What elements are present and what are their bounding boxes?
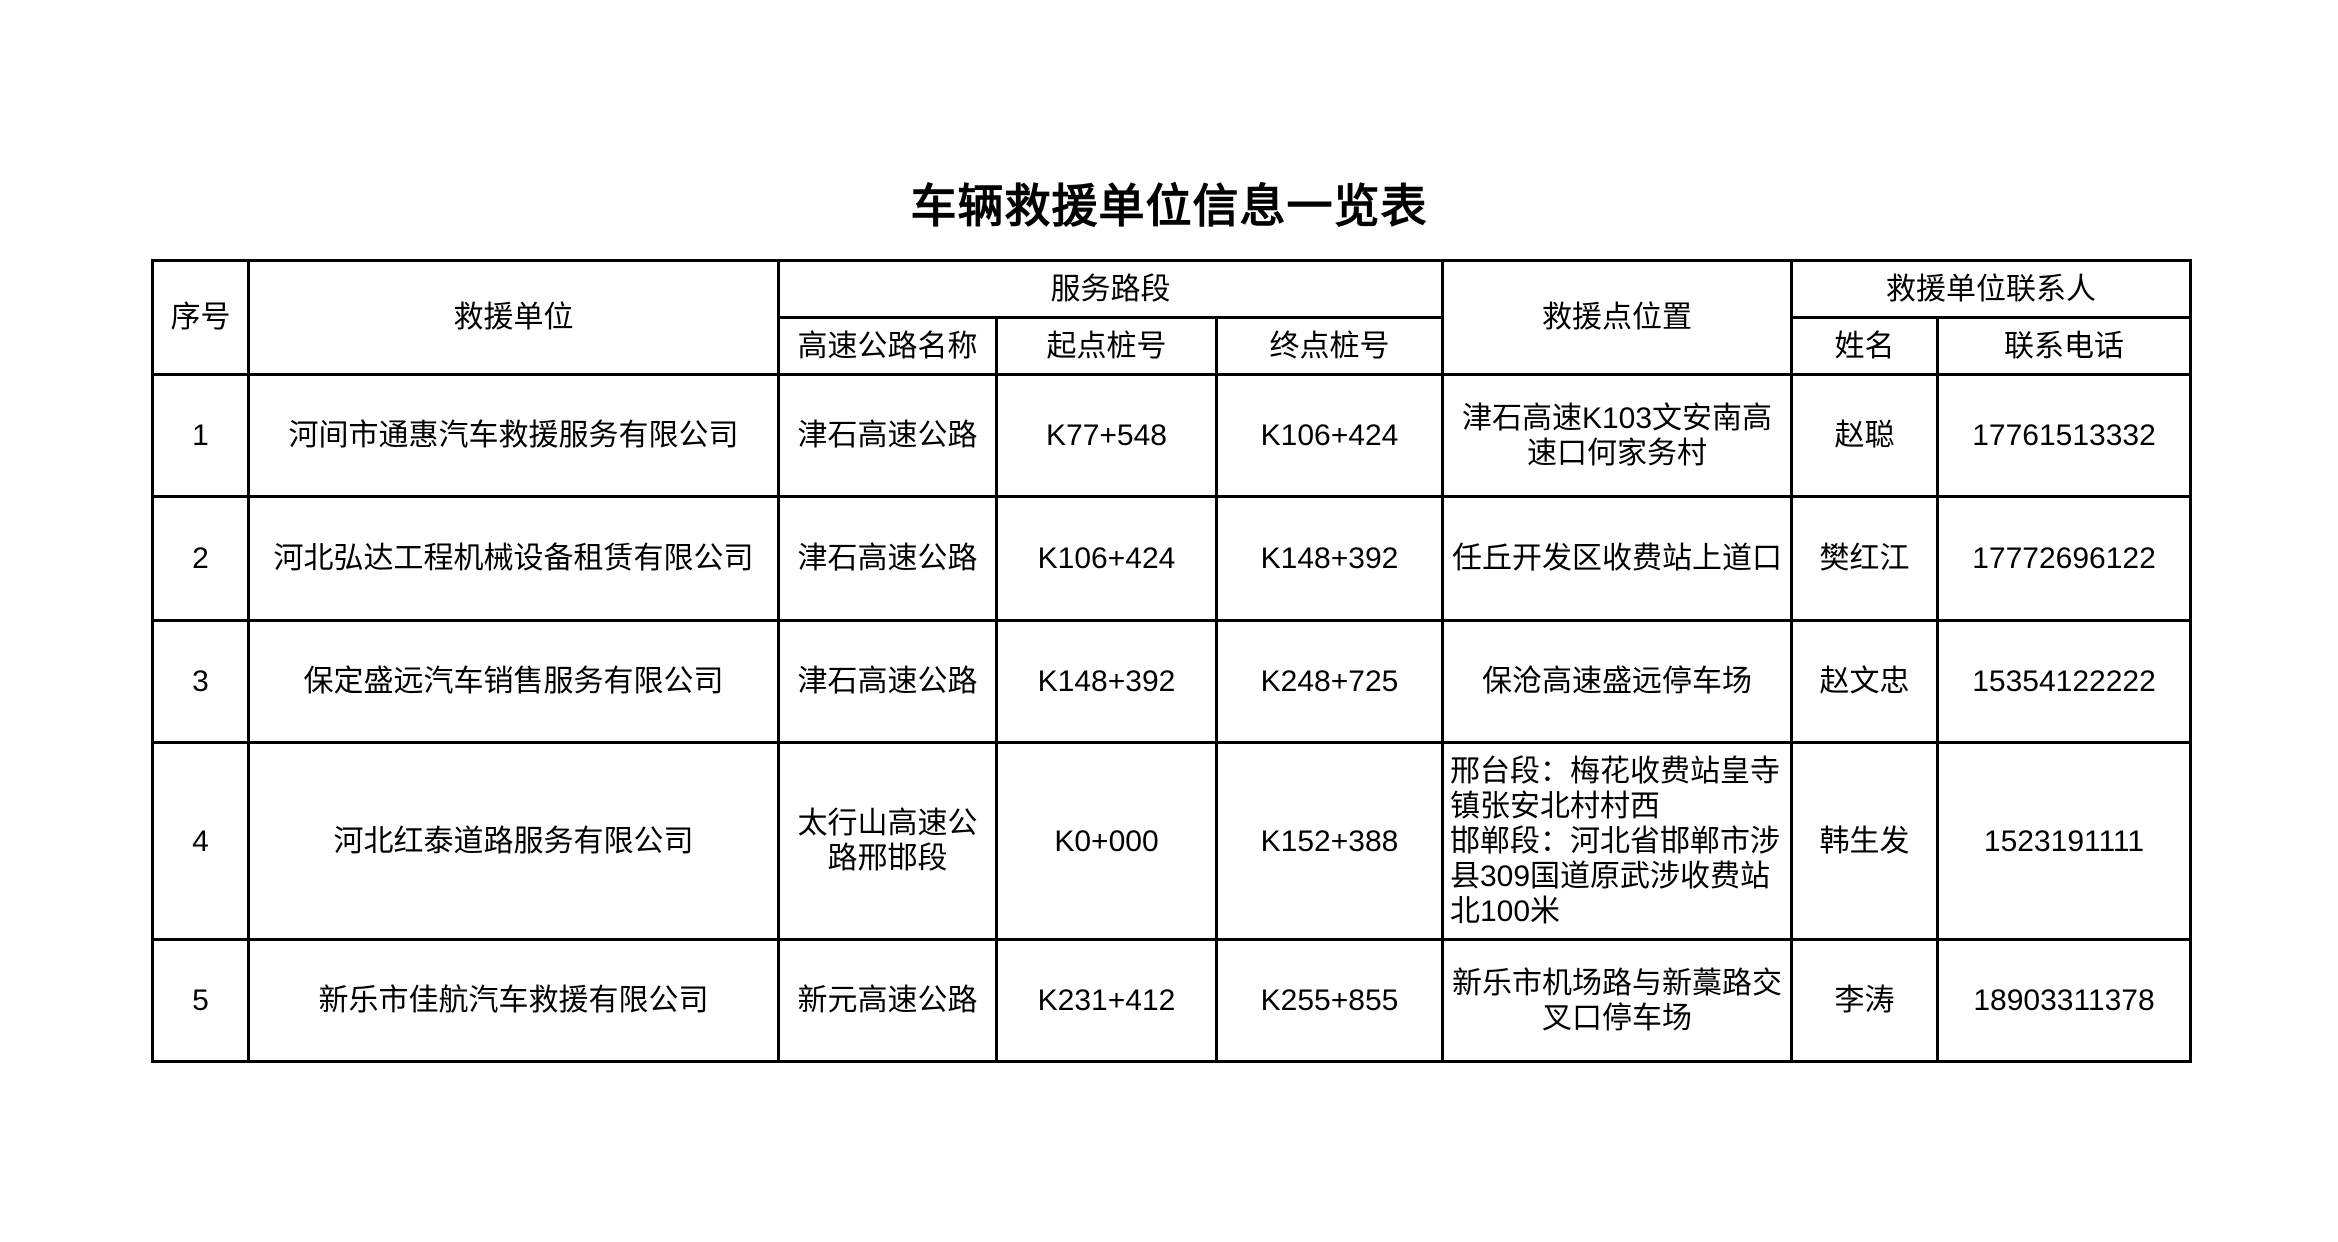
cell-location: 任丘开发区收费站上道口 <box>1441 495 1793 622</box>
cell-unit: 河北红泰道路服务有限公司 <box>247 741 780 941</box>
header-name: 姓名 <box>1790 316 1939 376</box>
cell-location: 保沧高速盛远停车场 <box>1441 619 1793 744</box>
header-index: 序号 <box>151 259 250 376</box>
table-row: 5 新乐市佳航汽车救援有限公司 新元高速公路 K231+412 K255+855… <box>151 938 2192 1063</box>
cell-location: 邢台段：梅花收费站皇寺镇张安北村村西 邯郸段：河北省邯郸市涉县309国道原武涉收… <box>1441 741 1793 941</box>
cell-index: 1 <box>151 373 250 498</box>
header-location: 救援点位置 <box>1441 259 1793 376</box>
header-start-stake: 起点桩号 <box>995 316 1218 376</box>
cell-index: 4 <box>151 741 250 941</box>
header-phone: 联系电话 <box>1936 316 2192 376</box>
cell-phone: 18903311378 <box>1936 938 2192 1063</box>
cell-end: K255+855 <box>1215 938 1444 1063</box>
cell-start: K77+548 <box>995 373 1218 498</box>
cell-name: 李涛 <box>1790 938 1939 1063</box>
cell-highway: 津石高速公路 <box>777 373 998 498</box>
cell-end: K106+424 <box>1215 373 1444 498</box>
cell-location: 津石高速K103文安南高速口何家务村 <box>1441 373 1793 498</box>
table-row: 2 河北弘达工程机械设备租赁有限公司 津石高速公路 K106+424 K148+… <box>151 495 2192 622</box>
cell-end: K152+388 <box>1215 741 1444 941</box>
cell-name: 韩生发 <box>1790 741 1939 941</box>
cell-index: 3 <box>151 619 250 744</box>
header-end-stake: 终点桩号 <box>1215 316 1444 376</box>
rescue-unit-table: 序号 救援单位 服务路段 救援点位置 救援单位联系人 高速公路名称 起点桩号 终… <box>151 259 2192 1063</box>
header-unit: 救援单位 <box>247 259 780 376</box>
cell-start: K231+412 <box>995 938 1218 1063</box>
cell-start: K148+392 <box>995 619 1218 744</box>
header-service-section: 服务路段 <box>777 259 1444 319</box>
table-row: 4 河北红泰道路服务有限公司 太行山高速公路邢邯段 K0+000 K152+38… <box>151 741 2192 941</box>
page-title: 车辆救援单位信息一览表 <box>910 180 1428 232</box>
cell-phone: 17761513332 <box>1936 373 2192 498</box>
cell-unit: 河间市通惠汽车救援服务有限公司 <box>247 373 780 498</box>
cell-highway: 太行山高速公路邢邯段 <box>777 741 998 941</box>
cell-start: K106+424 <box>995 495 1218 622</box>
cell-unit: 河北弘达工程机械设备租赁有限公司 <box>247 495 780 622</box>
header-contact: 救援单位联系人 <box>1790 259 2192 319</box>
cell-phone: 15354122222 <box>1936 619 2192 744</box>
table-row: 1 河间市通惠汽车救援服务有限公司 津石高速公路 K77+548 K106+42… <box>151 373 2192 498</box>
header-subrow: 高速公路名称 起点桩号 终点桩号 姓名 联系电话 <box>153 316 2192 376</box>
cell-index: 5 <box>151 938 250 1063</box>
cell-name: 赵聪 <box>1790 373 1939 498</box>
cell-unit: 保定盛远汽车销售服务有限公司 <box>247 619 780 744</box>
cell-highway: 津石高速公路 <box>777 495 998 622</box>
cell-phone: 17772696122 <box>1936 495 2192 622</box>
cell-highway: 津石高速公路 <box>777 619 998 744</box>
cell-end: K248+725 <box>1215 619 1444 744</box>
table-row: 3 保定盛远汽车销售服务有限公司 津石高速公路 K148+392 K248+72… <box>151 619 2192 744</box>
cell-name: 樊红江 <box>1790 495 1939 622</box>
cell-name: 赵文忠 <box>1790 619 1939 744</box>
cell-index: 2 <box>151 495 250 622</box>
cell-unit: 新乐市佳航汽车救援有限公司 <box>247 938 780 1063</box>
cell-highway: 新元高速公路 <box>777 938 998 1063</box>
cell-location: 新乐市机场路与新藁路交叉口停车场 <box>1441 938 1793 1063</box>
header-row: 序号 救援单位 服务路段 救援点位置 救援单位联系人 <box>151 259 2192 376</box>
header-highway-name: 高速公路名称 <box>777 316 998 376</box>
cell-phone: 1523191111 <box>1936 741 2192 941</box>
cell-start: K0+000 <box>995 741 1218 941</box>
cell-end: K148+392 <box>1215 495 1444 622</box>
